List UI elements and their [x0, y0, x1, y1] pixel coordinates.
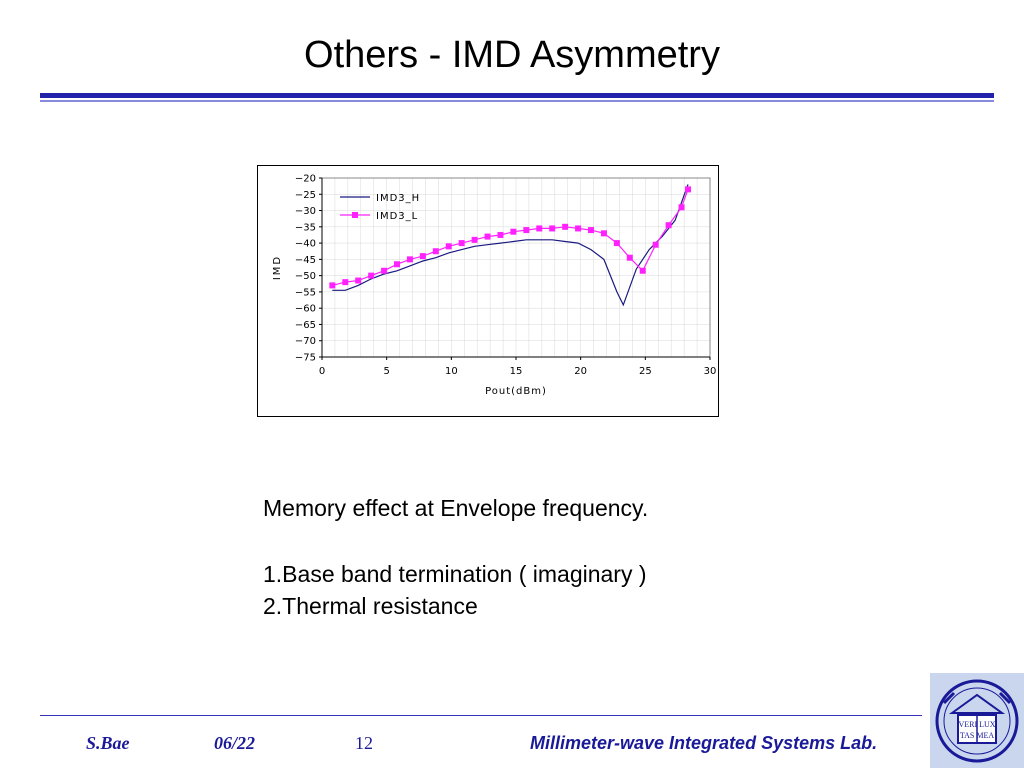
svg-text:VERI LUX: VERI LUX	[958, 720, 995, 729]
footer-author: S.Bae	[86, 733, 130, 753]
footer-lab-name: Millimeter-wave Integrated Systems Lab.	[530, 733, 878, 753]
y-tick-label: −50	[295, 271, 316, 282]
svg-text:TAS MEA: TAS MEA	[960, 731, 994, 740]
data-point-imd3_l	[523, 227, 530, 234]
data-point-imd3_l	[471, 236, 478, 243]
y-tick-label: −40	[295, 239, 316, 250]
data-point-imd3_l	[381, 267, 388, 274]
title-rule-thin	[40, 100, 994, 102]
data-point-imd3_l	[652, 241, 659, 248]
data-point-imd3_l	[329, 282, 336, 289]
x-tick-label: 20	[574, 366, 587, 377]
y-tick-label: −35	[295, 222, 316, 233]
data-point-imd3_l	[588, 227, 595, 234]
legend-marker	[352, 212, 358, 218]
body-line-thermal: 2.Thermal resistance	[263, 593, 478, 619]
footer-rule	[40, 715, 922, 716]
y-tick-label: −45	[295, 255, 316, 266]
x-tick-label: 25	[639, 366, 652, 377]
x-tick-label: 5	[383, 366, 389, 377]
emblem-icon: VERI LUX TAS MEA	[935, 679, 1019, 763]
y-axis-label: IMD	[272, 255, 283, 280]
data-point-imd3_l	[342, 279, 349, 286]
data-point-imd3_l	[575, 225, 582, 232]
y-tick-label: −60	[295, 304, 316, 315]
data-point-imd3_l	[484, 233, 491, 240]
title-rule-thick	[40, 93, 994, 98]
x-tick-label: 10	[445, 366, 458, 377]
data-point-imd3_l	[613, 240, 620, 247]
x-axis-label: Pout(dBm)	[485, 386, 547, 397]
imd-chart-frame: −20 −25 −30 −35 −40 −45 −50 −55 −60 −65 −70 −75 0 5 10…	[257, 165, 719, 417]
footer-date: 06/22	[214, 733, 256, 753]
data-point-imd3_l	[497, 231, 504, 238]
data-point-imd3_l	[445, 243, 452, 250]
body-text: Memory effect at Envelope frequency. 1.B…	[263, 492, 648, 622]
data-point-imd3_l	[600, 230, 607, 237]
data-point-imd3_l	[510, 228, 517, 235]
body-line-base-band: 1.Base band termination ( imaginary )	[263, 561, 647, 587]
data-point-imd3_l	[665, 222, 672, 229]
x-tick-label: 0	[319, 366, 325, 377]
data-point-imd3_l	[432, 248, 439, 255]
data-point-imd3_l	[419, 253, 426, 260]
slide-title: Others - IMD Asymmetry	[304, 34, 720, 76]
data-point-imd3_l	[368, 272, 375, 279]
series-line-imd3_h	[332, 184, 689, 307]
data-point-imd3_l	[536, 225, 543, 232]
imd-chart: −20 −25 −30 −35 −40 −45 −50 −55 −60 −65 −70 −750 5 10…	[272, 174, 717, 398]
y-tick-label: −65	[295, 320, 316, 331]
university-logo: VERI LUX TAS MEA	[930, 673, 1024, 768]
y-tick-label: −20	[295, 174, 316, 185]
legend-label: IMD3_L	[376, 211, 418, 222]
data-point-imd3_l	[458, 240, 465, 247]
y-tick-label: −70	[295, 336, 316, 347]
data-point-imd3_l	[549, 225, 556, 232]
x-tick-label: 15	[510, 366, 523, 377]
y-tick-label: −25	[295, 190, 316, 201]
data-point-imd3_l	[678, 204, 685, 211]
data-point-imd3_l	[639, 267, 646, 274]
legend-label: IMD3_H	[376, 193, 420, 204]
data-point-imd3_l	[626, 254, 633, 261]
x-tick-label: 30	[704, 366, 717, 377]
data-point-imd3_l	[355, 277, 362, 284]
body-line-memory-effect: Memory effect at Envelope frequency.	[263, 495, 649, 521]
y-tick-label: −75	[295, 353, 316, 364]
y-tick-label: −55	[295, 287, 316, 298]
y-tick-label: −30	[295, 206, 316, 217]
data-point-imd3_l	[685, 186, 692, 193]
data-point-imd3_l	[562, 223, 569, 230]
footer-page-number: 12	[355, 733, 373, 753]
data-point-imd3_l	[406, 256, 413, 263]
data-point-imd3_l	[394, 261, 401, 268]
